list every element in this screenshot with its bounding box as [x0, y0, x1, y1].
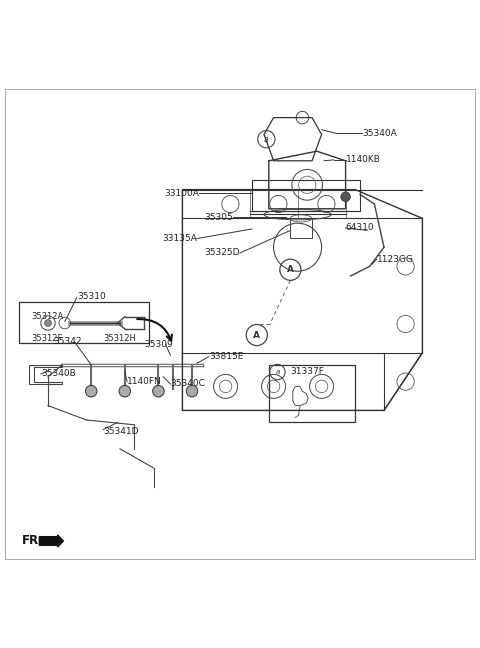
- Bar: [290, 218, 312, 238]
- Text: 33135A: 33135A: [162, 234, 197, 243]
- Text: 31337F: 31337F: [290, 367, 324, 376]
- Text: 35340B: 35340B: [41, 369, 75, 378]
- Circle shape: [153, 386, 164, 397]
- Circle shape: [45, 319, 51, 327]
- Text: 35312F: 35312F: [31, 334, 62, 343]
- Text: a: a: [276, 369, 279, 375]
- Text: 35341D: 35341D: [103, 426, 139, 435]
- Circle shape: [119, 386, 131, 397]
- Text: 35312A: 35312A: [31, 312, 63, 321]
- Text: 64310: 64310: [346, 224, 374, 233]
- Text: 35340A: 35340A: [362, 129, 397, 138]
- Text: 1123GG: 1123GG: [377, 255, 414, 264]
- Text: 35309: 35309: [144, 340, 173, 349]
- Text: A: A: [287, 265, 294, 274]
- Circle shape: [85, 386, 97, 397]
- Text: a: a: [264, 135, 269, 144]
- Text: 35305: 35305: [204, 213, 233, 222]
- Bar: [19, 303, 149, 343]
- Text: 35312H: 35312H: [103, 334, 136, 343]
- Text: 35340C: 35340C: [170, 380, 205, 389]
- Text: 35342: 35342: [53, 337, 81, 346]
- Text: 33815E: 33815E: [209, 352, 243, 361]
- FancyArrow shape: [39, 535, 63, 547]
- Text: 1140KB: 1140KB: [346, 156, 381, 165]
- Text: 1140FN: 1140FN: [127, 377, 162, 386]
- Circle shape: [186, 386, 198, 397]
- Bar: [269, 365, 355, 422]
- Circle shape: [341, 192, 350, 202]
- Bar: [252, 180, 360, 211]
- Text: FR.: FR.: [22, 535, 44, 548]
- Text: 33100A: 33100A: [164, 189, 199, 198]
- Text: 35310: 35310: [77, 292, 106, 301]
- Text: 35325D: 35325D: [204, 248, 240, 257]
- Text: A: A: [253, 330, 260, 340]
